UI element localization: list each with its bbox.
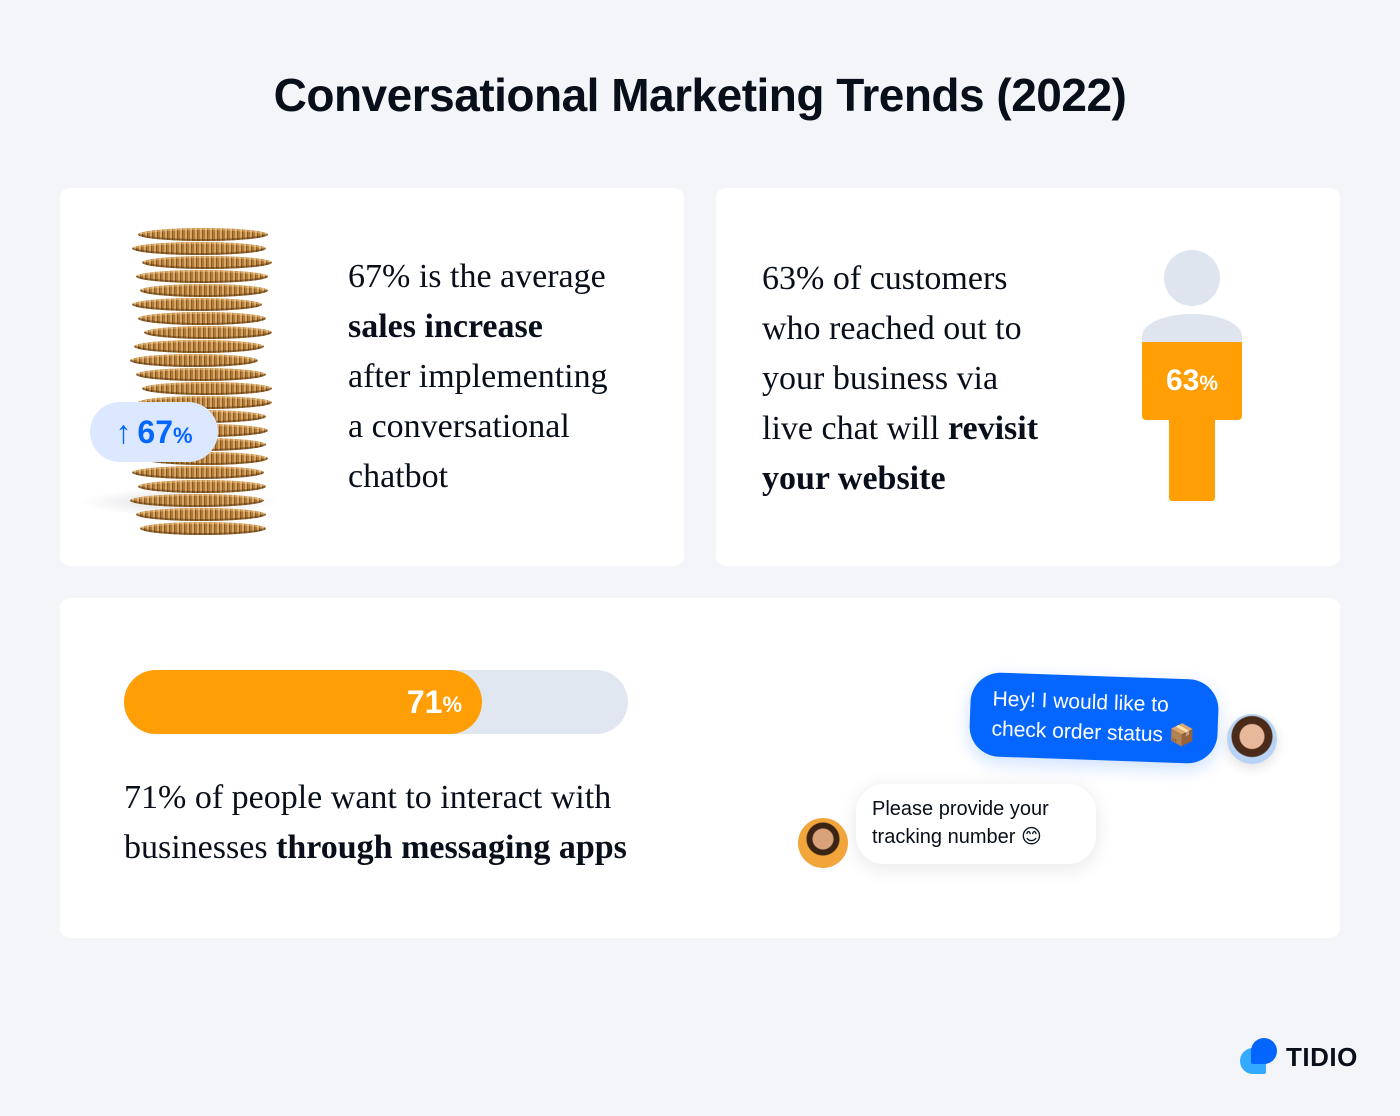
- progress-bar: 71%: [124, 670, 628, 734]
- customer-avatar: [1227, 714, 1277, 764]
- arrow-up-icon: ↑: [115, 413, 132, 450]
- text-highlight: sales increase: [348, 308, 543, 345]
- user-chat-bubble: Hey! I would like to check order status …: [968, 671, 1220, 765]
- coin-stack-image: [130, 228, 275, 540]
- text-line: businesses: [124, 829, 277, 866]
- text-line: 71% of people want to interact with: [124, 779, 612, 816]
- text-line: chatbot: [348, 458, 449, 495]
- agent-chat-bubble: Please provide your tracking number 😊: [856, 784, 1096, 864]
- revisit-website-card: 63% of customers who reached out to your…: [716, 188, 1340, 566]
- tidio-logo-icon: [1240, 1038, 1278, 1076]
- revisit-text: 63% of customers who reached out to your…: [762, 254, 1102, 504]
- messaging-apps-card: 71% 71% of people want to interact with …: [60, 598, 1340, 938]
- agent-avatar: [798, 818, 848, 868]
- page-title: Conversational Marketing Trends (2022): [273, 69, 1127, 121]
- text-line: who reached out to: [762, 310, 1022, 347]
- badge-unit: %: [173, 422, 193, 448]
- person-legs: [1169, 415, 1215, 501]
- sales-increase-text: 67% is the average sales increase after …: [348, 252, 668, 502]
- messaging-text: 71% of people want to interact with busi…: [124, 773, 724, 873]
- sales-increase-badge: ↑ 67%: [90, 402, 218, 462]
- person-torso-fill: 63%: [1142, 342, 1242, 420]
- person-head: [1164, 250, 1220, 306]
- text-line: after implementing: [348, 358, 608, 395]
- figure-value: 63: [1165, 364, 1200, 397]
- text-line: 67% is the average: [348, 258, 606, 295]
- sales-increase-card: ↑ 67% 67% is the average sales increase …: [60, 188, 684, 566]
- text-highlight: revisit: [948, 410, 1039, 447]
- text-line: your business via: [762, 360, 999, 397]
- text-highlight: through messaging apps: [276, 829, 627, 866]
- badge-value: 67: [137, 413, 174, 450]
- figure-unit: %: [1199, 372, 1219, 395]
- text-line: 63% of customers: [762, 260, 1008, 297]
- text-line: a conversational: [348, 408, 570, 445]
- progress-unit: %: [442, 692, 462, 717]
- text-line: live chat will: [762, 410, 949, 447]
- person-figure-icon: 63%: [1142, 250, 1242, 502]
- logo-text: TIDIO: [1286, 1041, 1358, 1072]
- tidio-logo: TIDIO: [1240, 1038, 1358, 1076]
- progress-value: 71: [406, 683, 443, 720]
- text-highlight: your website: [762, 460, 946, 497]
- progress-bar-fill: 71%: [124, 670, 482, 734]
